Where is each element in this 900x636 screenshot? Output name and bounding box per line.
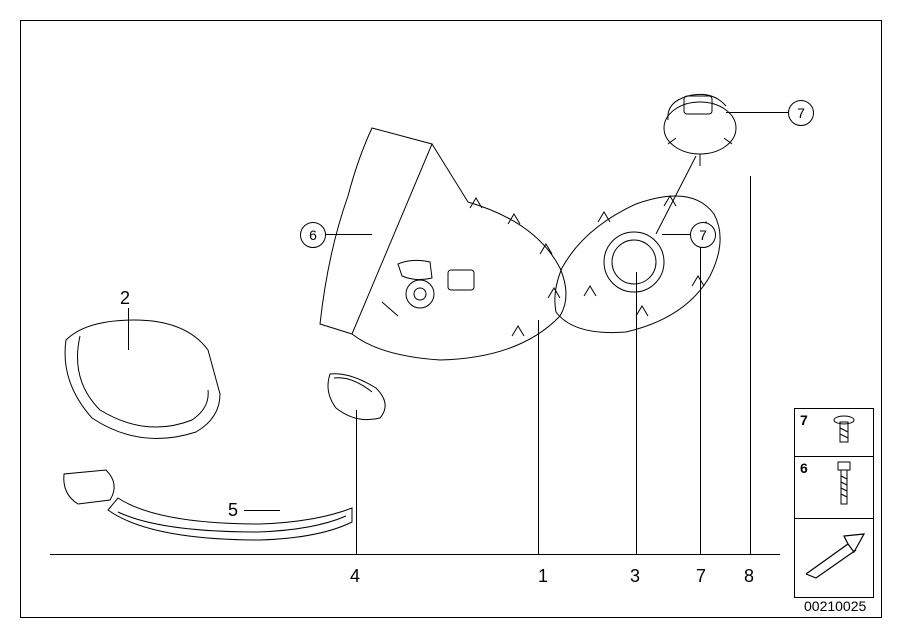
leader-line	[750, 176, 751, 554]
diagram-id: 00210025	[804, 598, 892, 632]
baseline	[50, 554, 780, 555]
hardware-icon	[824, 458, 864, 516]
part-actuator	[664, 94, 736, 166]
part-main-housing	[320, 128, 566, 360]
legend-arrow-icon	[794, 518, 872, 596]
callout-label: 3	[630, 566, 640, 587]
leader-line	[326, 234, 372, 235]
leader-line	[700, 246, 701, 554]
callout-label: 4	[350, 566, 360, 587]
callout-label: 1	[538, 566, 548, 587]
part-mirror-cap	[65, 320, 220, 438]
callout-label: 8	[744, 566, 754, 587]
leader-line	[662, 234, 690, 235]
callout-label: 7	[696, 566, 706, 587]
part-support-frame	[555, 196, 720, 333]
leader-line	[636, 272, 637, 554]
diagram-container: { "diagram": { "id": "00210025", "type":…	[0, 0, 900, 636]
callout-label: 7	[788, 100, 814, 126]
callout-label: 5	[228, 500, 238, 521]
leader-line	[726, 112, 788, 113]
part-lower-trim	[64, 470, 352, 540]
callout-label: 7	[690, 222, 716, 248]
parts-illustration	[0, 0, 900, 636]
callout-label: 6	[300, 222, 326, 248]
hardware-cell-label: 6	[800, 460, 808, 476]
hardware-icon	[824, 410, 864, 454]
leader-line	[356, 410, 357, 554]
callout-label: 2	[120, 288, 130, 309]
leader-line	[128, 308, 129, 350]
hardware-cell-label: 7	[800, 412, 808, 428]
leader-line	[538, 320, 539, 554]
leader-line	[244, 510, 280, 511]
